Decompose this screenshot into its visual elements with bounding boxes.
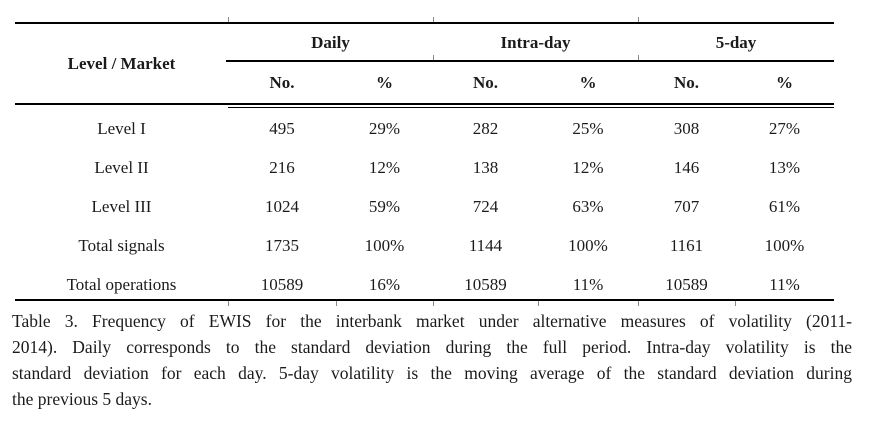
table-cell: 12% [572,158,604,177]
caption-line-4: the previous 5 days. [12,389,152,409]
table-cell: 1735 [265,236,299,255]
table-cell: 100% [568,236,608,255]
table-cell: 724 [472,197,499,216]
border-tick [433,17,434,22]
border-tick [538,301,539,306]
subheader-intraday-pct: % [579,73,597,92]
table-caption: Table 3. Frequency of EWIS for the inter… [12,308,852,412]
table-cell: 12% [368,158,401,177]
border-tick [433,301,434,306]
caption-line-1: Table 3. Frequency of EWIS for the inter… [12,311,852,331]
table-cell: 308 [673,119,700,138]
table-cell: 25% [572,119,604,138]
border-tick [735,301,736,306]
table-cell: 13% [768,158,801,177]
border-tick [228,17,229,22]
table-cell: 216 [269,158,295,177]
group-header-rule [226,60,834,62]
table-cell: 282 [472,119,499,138]
table-cell: 10589 [260,275,304,294]
table-cell: 100% [364,236,405,255]
subheader-daily-no: No. [269,73,295,92]
border-tick [228,301,229,306]
table-cell: 10589 [665,275,708,294]
row-label-total-signals: Total signals [78,236,165,255]
table-cell: 495 [269,119,295,138]
table-cell: 59% [368,197,401,216]
table-cell: 61% [768,197,801,216]
table-cell: 707 [673,197,700,216]
subheader-intraday-no: No. [472,73,499,92]
border-tick [638,17,639,22]
table-cell: 27% [768,119,801,138]
border-tick [638,55,639,60]
subheader-5day-pct: % [776,73,793,92]
table-cell: 1161 [669,236,704,255]
table-cell: 100% [764,236,805,255]
row-label-level-iii: Level III [91,197,152,216]
group-header-daily: Daily [311,32,350,52]
table-cell: 11% [769,275,800,294]
subheader-rule-upper [15,103,834,105]
table-cell: 29% [368,119,401,138]
table-top-rule [15,22,834,24]
subheader-rule-lower [228,107,834,108]
row-label-level-i: Level I [97,119,146,138]
row-label-total-operations: Total operations [66,275,177,294]
table-cell: 1024 [265,197,299,216]
stub-header: Level / Market [67,54,176,73]
row-label-level-ii: Level II [94,158,149,177]
subheader-5day-no: No. [673,73,700,92]
table-cell: 63% [572,197,604,216]
border-tick [638,301,639,306]
caption-line-2: 2014). Daily corresponds to the standard… [12,337,852,357]
table-cell: 138 [472,158,499,177]
table-cell: 10589 [464,275,507,294]
border-tick [336,301,337,306]
table-cell: 16% [368,275,401,294]
subheader-daily-pct: % [376,73,393,92]
group-header-intraday: Intra-day [500,32,571,52]
caption-line-3: standard deviation for each day. 5-day v… [12,363,852,383]
table-cell: 11% [572,275,604,294]
table-cell: 146 [673,158,700,177]
group-header-5day: 5-day [715,32,757,52]
table-cell: 1144 [468,236,503,255]
border-tick [433,55,434,60]
table-bottom-rule [15,299,834,301]
